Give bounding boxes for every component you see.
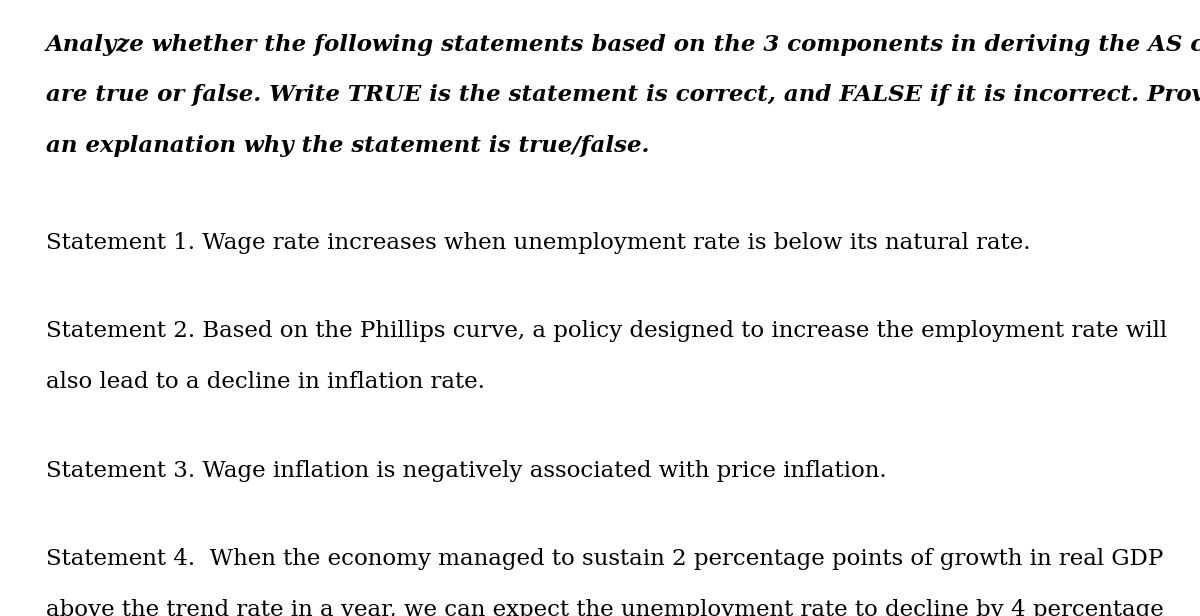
Text: Statement 2. Based on the Phillips curve, a policy designed to increase the empl: Statement 2. Based on the Phillips curve… [46,320,1166,342]
Text: Statement 3. Wage inflation is negatively associated with price inflation.: Statement 3. Wage inflation is negativel… [46,460,887,482]
Text: Statement 4.  When the economy managed to sustain 2 percentage points of growth : Statement 4. When the economy managed to… [46,548,1163,570]
Text: above the trend rate in a year, we can expect the unemployment rate to decline b: above the trend rate in a year, we can e… [46,599,1163,616]
Text: are true or false. Write TRUE is the statement is correct, and FALSE if it is in: are true or false. Write TRUE is the sta… [46,84,1200,107]
Text: also lead to a decline in inflation rate.: also lead to a decline in inflation rate… [46,371,485,393]
Text: Statement 1. Wage rate increases when unemployment rate is below its natural rat: Statement 1. Wage rate increases when un… [46,232,1030,254]
Text: Analyze whether the following statements based on the 3 components in deriving t: Analyze whether the following statements… [46,34,1200,56]
Text: an explanation why the statement is true/false.: an explanation why the statement is true… [46,135,649,157]
